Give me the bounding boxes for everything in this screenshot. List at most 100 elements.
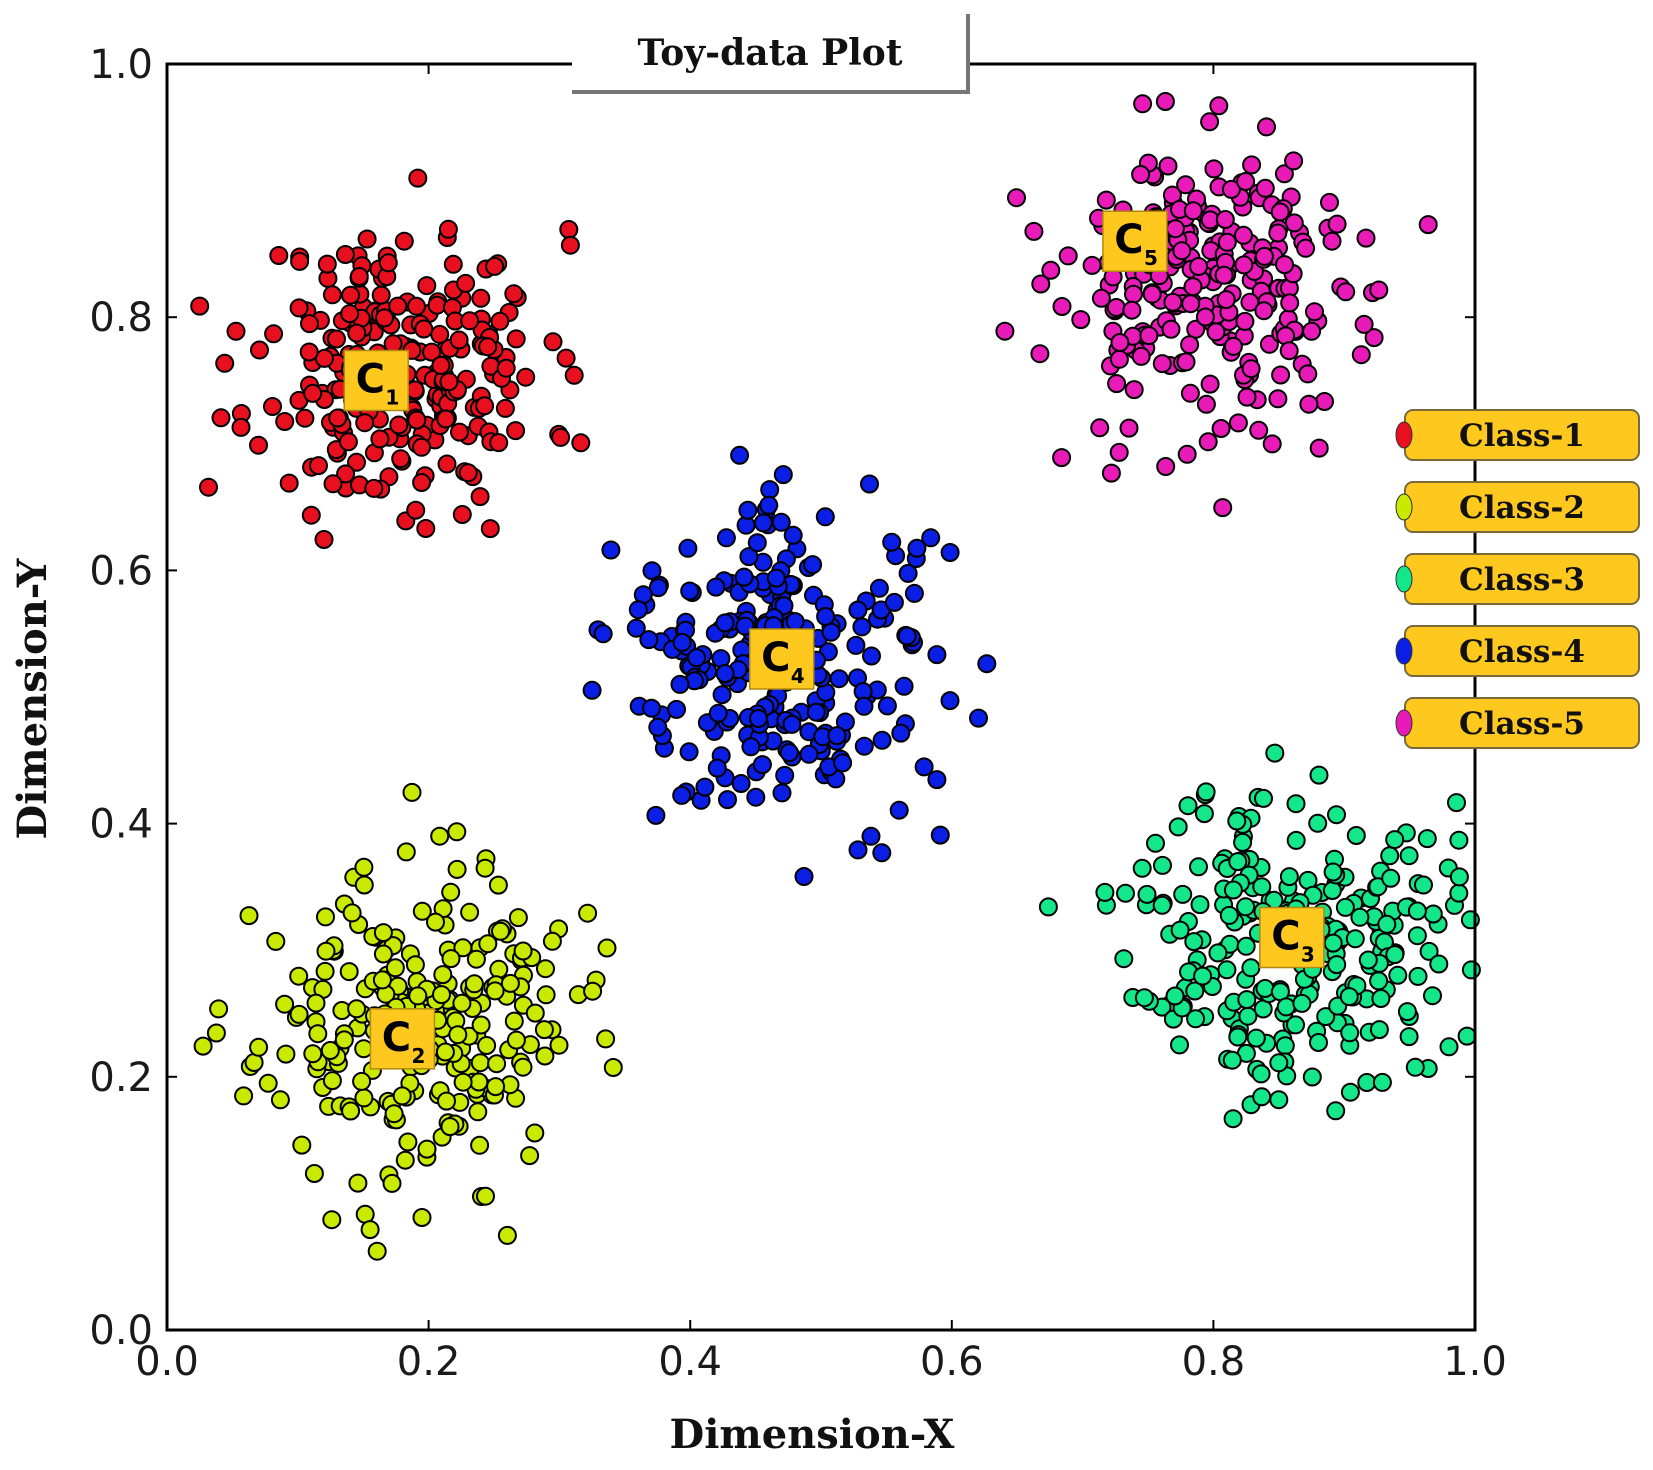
data-point — [1183, 277, 1203, 297]
data-point — [1399, 1027, 1419, 1047]
data-point — [292, 1135, 312, 1155]
data-point — [1091, 288, 1111, 308]
legend-label: Class-4 — [1459, 634, 1585, 670]
data-point — [1030, 344, 1050, 364]
data-point — [833, 753, 853, 773]
data-point — [829, 669, 849, 689]
data-point — [335, 245, 355, 264]
data-point — [1200, 112, 1220, 132]
data-point — [1358, 950, 1378, 970]
cluster-label-subscript: 2 — [411, 1044, 425, 1068]
data-point — [1461, 960, 1481, 980]
data-point — [1284, 213, 1304, 233]
data-point — [854, 736, 874, 756]
data-point — [1234, 255, 1254, 275]
data-point — [497, 1225, 517, 1245]
series-3-points — [1038, 743, 1481, 1129]
data-point — [1327, 805, 1346, 825]
data-point — [1316, 1007, 1336, 1027]
data-point — [695, 777, 715, 797]
data-point — [382, 1173, 402, 1193]
data-point — [464, 974, 484, 994]
data-point — [882, 532, 902, 552]
data-point — [1156, 457, 1176, 476]
data-point — [1227, 811, 1247, 831]
data-point — [375, 308, 394, 328]
data-point — [559, 220, 579, 239]
data-point — [862, 646, 881, 666]
cluster-label-letter: C — [356, 357, 385, 403]
data-point — [496, 358, 516, 378]
legend-marker — [1395, 421, 1413, 449]
cluster-label-box — [1259, 906, 1325, 969]
data-point — [1124, 284, 1143, 304]
data-point — [525, 1123, 545, 1143]
data-point — [1371, 989, 1391, 1008]
data-point — [495, 398, 515, 418]
data-point — [1280, 293, 1300, 313]
data-point — [427, 295, 447, 315]
data-point — [1193, 966, 1213, 986]
data-point — [1158, 156, 1178, 176]
data-point — [506, 329, 526, 349]
data-point — [1369, 1020, 1389, 1040]
data-point — [785, 612, 805, 632]
data-point — [687, 648, 707, 668]
data-point — [1137, 884, 1157, 904]
data-point — [471, 1015, 491, 1035]
x-tick-label: 0.0 — [135, 1339, 199, 1385]
data-point — [1340, 1023, 1360, 1043]
data-point — [1090, 418, 1110, 438]
data-point — [827, 726, 847, 746]
data-point — [894, 676, 914, 696]
data-point — [1259, 334, 1279, 354]
chart-title: Toy-data Plot — [638, 32, 903, 74]
legend-item-class-4: Class-4 — [1395, 625, 1640, 677]
data-point — [412, 1208, 432, 1227]
data-point — [1262, 434, 1282, 454]
data-point — [794, 867, 814, 886]
data-point — [1216, 290, 1236, 310]
data-point — [835, 712, 855, 732]
data-point — [1296, 238, 1316, 258]
data-point — [1217, 232, 1237, 252]
data-point — [734, 567, 754, 587]
data-point — [1082, 255, 1102, 275]
data-point — [1449, 883, 1469, 903]
cluster-label-letter: C — [382, 1015, 411, 1061]
data-point — [551, 427, 571, 447]
data-point — [470, 1053, 490, 1073]
data-point — [1449, 867, 1469, 887]
data-point — [1133, 94, 1153, 114]
data-point — [1269, 1090, 1289, 1110]
data-point — [1177, 444, 1197, 464]
data-point — [408, 986, 428, 1006]
data-point — [406, 500, 426, 520]
data-point — [1407, 926, 1427, 946]
data-point — [1153, 855, 1172, 875]
data-point — [1286, 794, 1306, 814]
data-point — [1268, 223, 1288, 243]
data-point — [1249, 420, 1269, 440]
data-point — [508, 908, 528, 928]
data-point — [1246, 1028, 1266, 1048]
data-point — [437, 454, 457, 474]
data-point — [1236, 936, 1256, 956]
data-point — [334, 1030, 354, 1050]
data-point — [1251, 1064, 1271, 1084]
data-point — [921, 528, 941, 548]
data-point — [752, 755, 772, 775]
data-point — [447, 859, 467, 879]
data-point — [1219, 905, 1239, 925]
data-point — [816, 607, 836, 626]
data-point — [1190, 895, 1210, 915]
data-point — [458, 463, 478, 483]
data-point — [1241, 359, 1261, 379]
data-point — [1119, 418, 1139, 438]
data-point — [357, 229, 377, 249]
data-point — [1189, 257, 1209, 276]
data-point — [1234, 225, 1253, 245]
legend-item-class-3: Class-3 — [1395, 553, 1640, 605]
data-point — [378, 253, 398, 273]
data-point — [486, 1077, 506, 1097]
